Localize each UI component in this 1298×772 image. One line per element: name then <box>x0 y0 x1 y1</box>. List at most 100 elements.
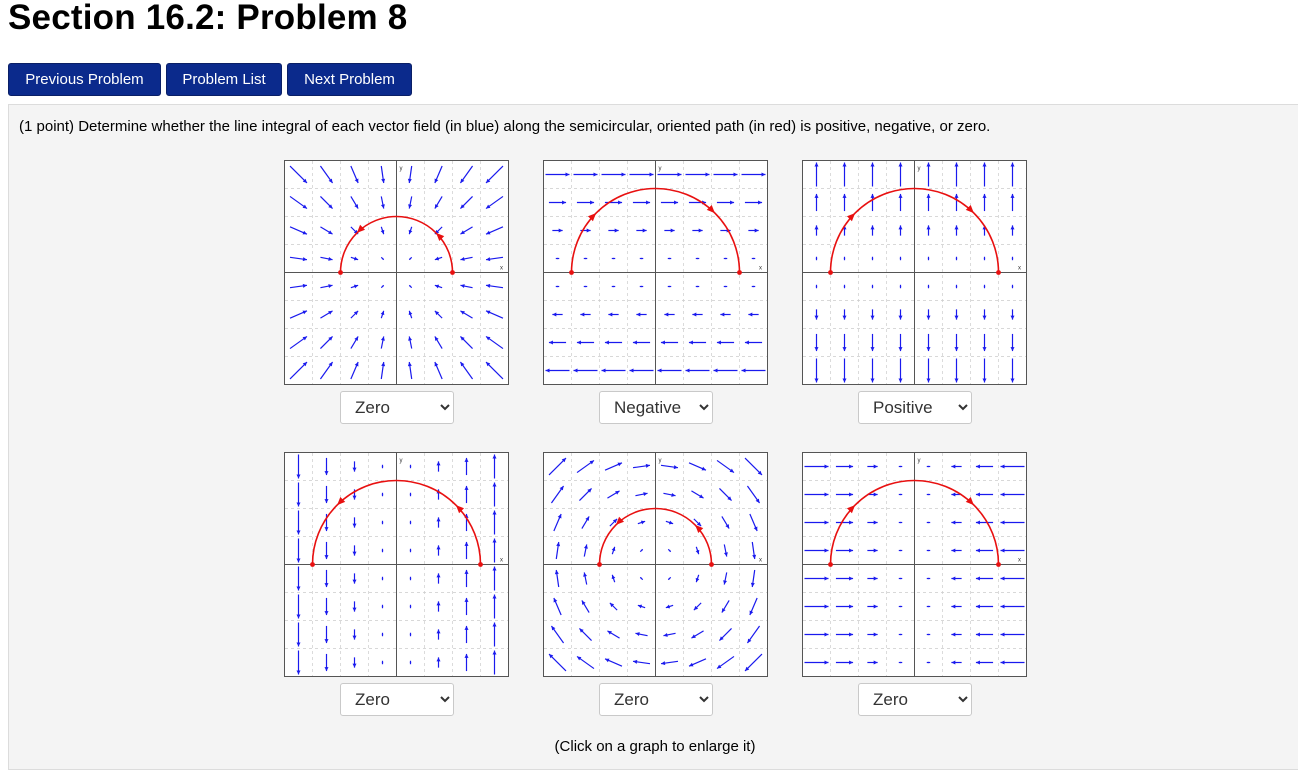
y-axis-label: y <box>400 458 403 464</box>
vector-arrow <box>436 657 441 668</box>
vector-arrow <box>629 172 654 177</box>
vector-arrow <box>898 577 903 580</box>
vector-arrow <box>898 633 903 636</box>
vector-arrow <box>580 312 591 317</box>
semicircle-path <box>339 215 454 273</box>
vector-arrow <box>867 520 878 525</box>
vector-arrow <box>741 172 766 177</box>
vector-arrow <box>381 464 384 469</box>
vector-field-plot: xy <box>803 161 1026 384</box>
vector-arrow <box>381 632 384 637</box>
vector-arrow <box>975 520 994 525</box>
vector-arrow <box>955 284 958 289</box>
path-direction-arrow <box>587 213 597 222</box>
vector-arrow <box>352 461 357 472</box>
vector-arrow <box>324 457 329 476</box>
vector-arrow <box>492 510 497 535</box>
vector-arrow <box>926 309 931 320</box>
path-direction-arrow <box>965 204 974 214</box>
y-axis-label: y <box>918 458 921 464</box>
vector-arrow <box>975 464 994 469</box>
vector-arrow <box>350 336 359 349</box>
path-endpoint <box>828 270 833 275</box>
path-endpoint <box>338 270 343 275</box>
vector-arrow <box>289 361 308 380</box>
vector-arrow <box>289 283 308 289</box>
vector-arrow <box>723 544 728 557</box>
vector-arrow <box>926 493 931 496</box>
vector-arrow <box>835 576 854 581</box>
vector-arrow <box>289 335 308 350</box>
vector-arrow <box>723 285 728 288</box>
vector-arrow <box>381 576 384 581</box>
vector-arrow <box>492 566 497 591</box>
vector-arrow <box>324 569 329 588</box>
vector-arrow <box>663 632 676 637</box>
vector-arrow <box>436 629 441 640</box>
vector-arrow <box>639 548 644 553</box>
vector-arrow <box>951 660 962 665</box>
vector-arrow <box>320 196 333 209</box>
vector-arrow <box>804 520 829 525</box>
vector-arrow <box>665 604 674 609</box>
vector-arrow <box>898 493 903 496</box>
vector-arrow <box>632 200 651 205</box>
vector-arrow <box>746 485 761 504</box>
vector-arrow <box>460 196 473 209</box>
vector-arrow <box>636 228 647 233</box>
vector-arrow <box>804 604 829 609</box>
vector-arrow <box>639 257 644 260</box>
y-axis-label: y <box>659 166 662 172</box>
vector-arrow <box>381 548 384 553</box>
vector-arrow <box>408 336 413 349</box>
vector-arrow <box>954 309 959 320</box>
path-direction-arrow <box>615 516 625 525</box>
vector-arrow <box>1010 225 1015 236</box>
vector-arrow <box>464 457 469 476</box>
vector-arrow <box>581 600 590 613</box>
vector-arrow <box>320 256 333 261</box>
vector-arrow <box>601 172 626 177</box>
vector-arrow <box>951 576 962 581</box>
vector-arrow <box>983 256 986 261</box>
previous-problem-button[interactable]: Previous Problem <box>8 63 161 96</box>
vector-arrow <box>548 653 567 672</box>
vector-arrow <box>842 193 847 212</box>
vector-arrow <box>409 548 412 553</box>
vector-arrow <box>719 628 732 641</box>
vector-arrow <box>1011 284 1014 289</box>
vector-arrow <box>296 622 301 647</box>
vector-arrow <box>492 538 497 563</box>
vector-arrow <box>636 312 647 317</box>
vector-arrow <box>629 368 654 373</box>
vector-arrow <box>926 162 931 187</box>
vector-arrow <box>695 285 700 288</box>
vector-arrow <box>320 310 333 319</box>
vector-arrow <box>409 576 412 581</box>
vector-arrow <box>1010 333 1015 352</box>
vector-arrow <box>804 548 829 553</box>
vector-field-plot: xy <box>285 453 508 676</box>
vector-arrow <box>296 482 301 507</box>
problem-list-button[interactable]: Problem List <box>166 63 282 96</box>
vector-arrow <box>320 336 333 349</box>
vector-arrow <box>749 597 758 616</box>
y-axis-label: y <box>918 166 921 172</box>
vector-arrow <box>583 285 588 288</box>
next-problem-button[interactable]: Next Problem <box>287 63 412 96</box>
vector-arrow <box>380 196 385 209</box>
vector-arrow <box>713 172 738 177</box>
path-direction-arrow <box>846 505 856 514</box>
